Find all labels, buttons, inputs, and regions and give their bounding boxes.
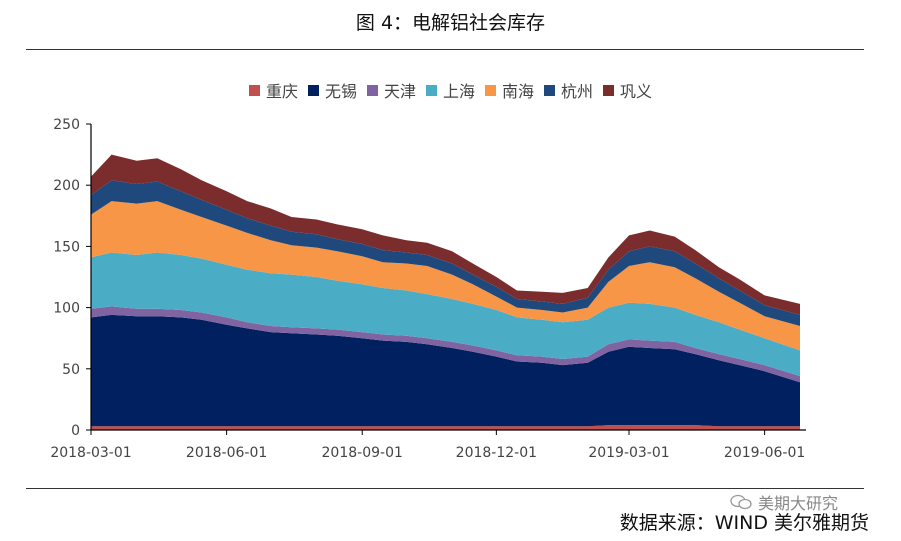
y-tick-label: 200: [53, 178, 80, 194]
legend-label: 天津: [383, 82, 416, 101]
legend-swatch: [544, 84, 556, 96]
legend-swatch: [425, 84, 437, 96]
wechat-icon: [730, 494, 752, 510]
legend-label: 无锡: [324, 82, 357, 101]
x-tick-label: 2018-12-01: [456, 445, 537, 461]
top-divider: [26, 49, 864, 50]
bottom-divider: [26, 488, 864, 489]
area-series-1: [91, 425, 800, 430]
y-tick-label: 150: [53, 239, 80, 255]
chart-legend: 重庆 无锡 天津 上海 南海 杭州 巩义: [0, 78, 901, 102]
legend-swatch: [485, 84, 496, 96]
legend-swatch: [248, 84, 260, 96]
x-tick-label: 2018-09-01: [322, 445, 403, 461]
legend-swatch: [603, 84, 615, 96]
legend-swatch: [366, 84, 378, 96]
area-series-7: [91, 154, 800, 315]
legend-item-5: 南海: [485, 78, 534, 102]
watermark: 美期大研究: [730, 490, 838, 514]
x-tick-label: 2019-06-01: [724, 445, 805, 461]
area-series-5: [91, 201, 800, 351]
y-tick-label: 100: [53, 301, 80, 317]
x-tick-label: 2019-03-01: [588, 445, 669, 461]
legend-label: 巩义: [620, 82, 653, 101]
chart-title: 图 4：电解铝社会库存: [355, 12, 546, 34]
y-tick-label: 50: [62, 362, 80, 378]
legend-item-3: 天津: [366, 78, 416, 102]
legend-item-6: 杭州: [544, 78, 593, 102]
x-tick-label: 2018-06-01: [186, 445, 267, 461]
legend-item-1: 重庆: [248, 78, 298, 102]
legend-item-7: 巩义: [603, 78, 652, 102]
area-series-2: [91, 314, 800, 427]
legend-label: 重庆: [265, 82, 298, 101]
watermark-text: 美期大研究: [758, 494, 839, 513]
legend-label: 杭州: [561, 82, 594, 101]
legend-label: 南海: [502, 82, 535, 101]
area-series-6: [91, 180, 800, 326]
area-series-4: [91, 252, 800, 377]
legend-swatch: [307, 84, 319, 96]
y-tick-label: 250: [53, 117, 80, 133]
y-tick-label: 0: [71, 423, 80, 439]
area-series-3: [91, 306, 800, 383]
legend-label: 上海: [442, 82, 475, 101]
legend-item-2: 无锡: [307, 78, 357, 102]
legend-item-4: 上海: [425, 78, 475, 102]
x-tick-label: 2018-03-01: [50, 445, 131, 461]
data-source: 数据来源：WIND 美尔雅期货: [619, 512, 869, 534]
